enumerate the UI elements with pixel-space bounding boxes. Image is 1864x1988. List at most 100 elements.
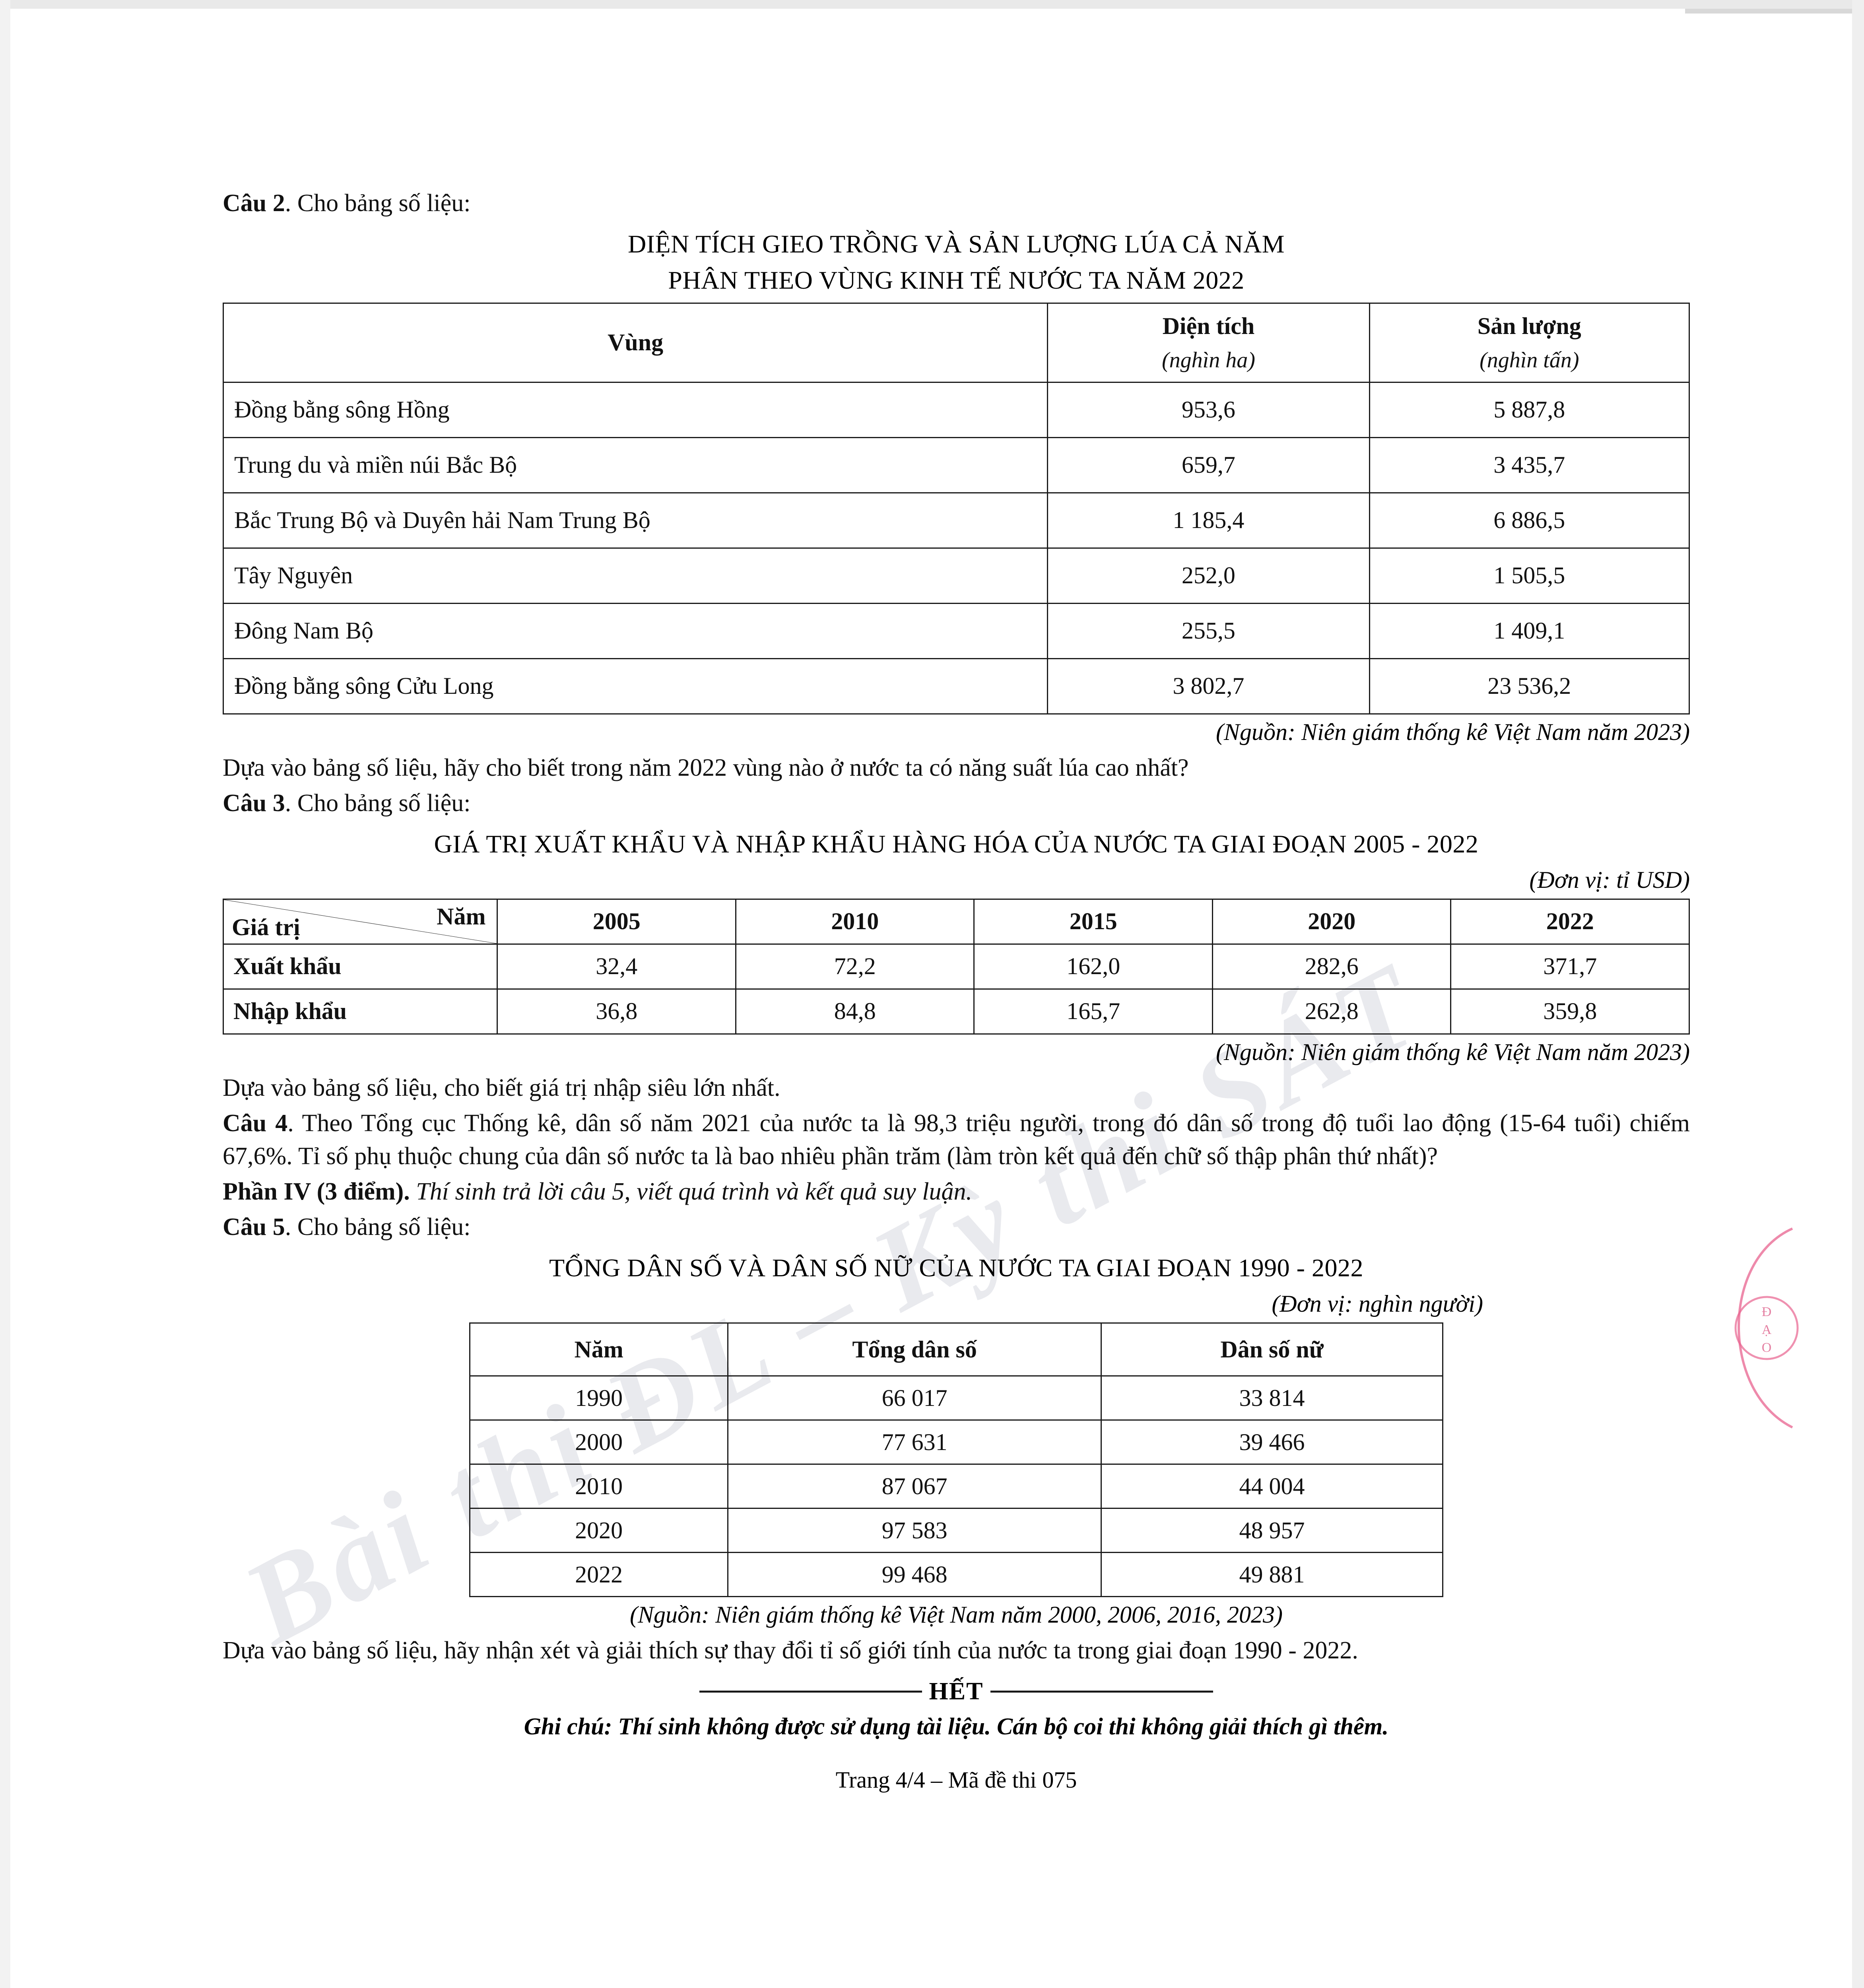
scan-edge-right — [1852, 0, 1864, 1988]
phan4-label: Phần IV (3 điểm). — [223, 1178, 410, 1206]
table-row: Trung du và miền núi Bắc Bộ 659,7 3 435,… — [222, 437, 1690, 493]
cell-total: 99 468 — [727, 1552, 1102, 1598]
cell-export-value: 72,2 — [735, 943, 975, 990]
svg-text:Ạ: Ạ — [1762, 1322, 1772, 1337]
table-row: Đông Nam Bộ 255,5 1 409,1 — [222, 602, 1690, 659]
cell-female: 39 466 — [1101, 1419, 1443, 1465]
phan4-heading: Phần IV (3 điểm). Thí sinh trả lời câu 5… — [223, 1175, 1690, 1208]
cell-female: 44 004 — [1101, 1464, 1443, 1509]
header-dien-tich-unit: (nghìn ha) — [1161, 348, 1255, 373]
cau3-heading: Câu 3. Cho bảng số liệu: — [223, 787, 1690, 820]
end-separator: HẾT — [223, 1677, 1690, 1706]
scan-edge-top — [0, 0, 1864, 9]
header-year: 2022 — [1450, 898, 1690, 945]
cell-year: 2020 — [469, 1508, 729, 1553]
table-row: Đồng bằng sông Cửu Long 3 802,7 23 536,2 — [222, 658, 1690, 714]
table-population: Năm Tổng dân số Dân số nữ 1990 66 017 33… — [469, 1322, 1443, 1598]
table-row: Xuất khẩu 32,4 72,2 162,0 282,6 371,7 — [222, 943, 1690, 990]
document-content: Câu 2. Cho bảng số liệu: DIỆN TÍCH GIEO … — [222, 187, 1690, 1816]
cell-area: 1 185,4 — [1047, 492, 1370, 549]
cell-export-value: 32,4 — [497, 943, 736, 990]
scan-corner-shadow — [1685, 9, 1852, 14]
cell-total: 77 631 — [727, 1419, 1102, 1465]
scan-edge-left — [0, 0, 10, 1988]
cell-output: 1 505,5 — [1369, 547, 1690, 604]
cell-region: Đồng bằng sông Hồng — [222, 381, 1048, 438]
cell-import-value: 36,8 — [497, 988, 736, 1035]
cau2-heading: Câu 2. Cho bảng số liệu: — [223, 187, 1690, 220]
table-row: 2000 77 631 39 466 — [469, 1419, 1443, 1465]
cell-export-value: 162,0 — [973, 943, 1213, 990]
rule-right — [990, 1691, 1214, 1693]
table-rice-2022: Vùng Diện tích (nghìn ha) Sản lượng (ngh… — [222, 302, 1690, 714]
header-dien-tich-label: Diện tích — [1162, 313, 1255, 339]
cell-region: Trung du và miền núi Bắc Bộ — [222, 437, 1048, 493]
cau4-label: Câu 4 — [223, 1109, 288, 1137]
header-female-population: Dân số nữ — [1101, 1322, 1443, 1377]
table-trade: Năm Giá trị 2005 2010 2015 2020 2022 Xuấ… — [222, 898, 1690, 1035]
cau2-source: (Nguồn: Niên giám thống kê Việt Nam năm … — [1215, 718, 1690, 745]
cell-output: 3 435,7 — [1369, 437, 1690, 493]
cau5-heading: Câu 5. Cho bảng số liệu: — [223, 1211, 1690, 1244]
header-vung: Vùng — [222, 302, 1048, 383]
cau2-title-line2: PHÂN THEO VÙNG KINH TẾ NƯỚC TA NĂM 2022 — [668, 266, 1245, 294]
cau2-title-line1: DIỆN TÍCH GIEO TRỒNG VÀ SẢN LƯỢNG LÚA CẢ… — [627, 230, 1285, 258]
cell-female: 33 814 — [1101, 1375, 1443, 1421]
table-row: Nhập khẩu 36,8 84,8 165,7 262,8 359,8 — [222, 988, 1690, 1035]
table-row: Tây Nguyên 252,0 1 505,5 — [222, 547, 1690, 604]
svg-text:Đ: Đ — [1762, 1305, 1772, 1319]
cell-area: 252,0 — [1047, 547, 1370, 604]
header-year: 2005 — [497, 898, 736, 945]
cau3-title-line: GIÁ TRỊ XUẤT KHẨU VÀ NHẬP KHẨU HÀNG HÓA … — [434, 829, 1479, 858]
end-marker: HẾT — [929, 1678, 984, 1705]
cell-area: 255,5 — [1047, 602, 1370, 659]
page-footer: Trang 4/4 – Mã đề thi 075 — [835, 1767, 1077, 1793]
table-header-row: Vùng Diện tích (nghìn ha) Sản lượng (ngh… — [222, 302, 1690, 383]
corner-diagonal-cell: Năm Giá trị — [222, 898, 498, 945]
cau3-table-title: GIÁ TRỊ XUẤT KHẨU VÀ NHẬP KHẨU HÀNG HÓA … — [223, 826, 1690, 862]
cell-region: Đồng bằng sông Cửu Long — [222, 658, 1048, 714]
header-san-luong: Sản lượng (nghìn tấn) — [1369, 302, 1690, 383]
cell-year: 2000 — [469, 1419, 729, 1465]
header-total-population: Tổng dân số — [727, 1322, 1102, 1377]
cau2-prompt: . Cho bảng số liệu: — [285, 190, 471, 217]
cau3-label: Câu 3 — [223, 789, 285, 817]
phan4-text: Thí sinh trả lời câu 5, viết quá trình v… — [416, 1178, 972, 1206]
cau5-unit: (Đơn vị: nghìn người) — [1272, 1291, 1483, 1317]
cell-import-value: 359,8 — [1450, 988, 1690, 1035]
cell-total: 66 017 — [727, 1375, 1102, 1421]
row-label-export: Xuất khẩu — [222, 943, 498, 990]
cell-export-value: 371,7 — [1450, 943, 1690, 990]
cau2-label: Câu 2 — [223, 190, 285, 217]
cell-area: 659,7 — [1047, 437, 1370, 493]
cell-import-value: 84,8 — [735, 988, 975, 1035]
cau4-text: . Theo Tổng cục Thống kê, dân số năm 202… — [223, 1109, 1690, 1170]
footer-note: Ghi chú: Thí sinh không được sử dụng tài… — [223, 1713, 1690, 1740]
footer-note-body: Thí sinh không được sử dụng tài liệu. Cá… — [618, 1713, 1389, 1740]
cell-import-value: 262,8 — [1212, 988, 1452, 1035]
cau2-table-title: DIỆN TÍCH GIEO TRỒNG VÀ SẢN LƯỢNG LÚA CẢ… — [223, 226, 1690, 299]
cau3-unit: (Đơn vị: tỉ USD) — [1529, 866, 1690, 893]
cell-female: 48 957 — [1101, 1508, 1443, 1553]
header-dien-tich: Diện tích (nghìn ha) — [1047, 302, 1370, 383]
corner-label-gia-tri: Giá trị — [232, 914, 300, 940]
table-row: 2020 97 583 48 957 — [469, 1508, 1443, 1553]
table-row: 2010 87 067 44 004 — [469, 1464, 1443, 1509]
header-year: 2010 — [735, 898, 975, 945]
diagonal-line-icon — [224, 900, 497, 944]
cau5-table-title: TỔNG DÂN SỐ VÀ DÂN SỐ NỮ CỦA NƯỚC TA GIA… — [223, 1250, 1690, 1286]
header-year: 2015 — [973, 898, 1213, 945]
cau2-question: Dựa vào bảng số liệu, hãy cho biết trong… — [223, 754, 1189, 781]
cau5-source: (Nguồn: Niên giám thống kê Việt Nam năm … — [629, 1602, 1283, 1628]
cau3-question: Dựa vào bảng số liệu, cho biết giá trị n… — [223, 1074, 781, 1101]
table-row: Đồng bằng sông Hồng 953,6 5 887,8 — [222, 381, 1690, 438]
cau4-block: Câu 4. Theo Tổng cục Thống kê, dân số nă… — [223, 1107, 1690, 1173]
cau5-title-line: TỔNG DÂN SỐ VÀ DÂN SỐ NỮ CỦA NƯỚC TA GIA… — [549, 1254, 1363, 1282]
cau5-question: Dựa vào bảng số liệu, hãy nhận xét và gi… — [223, 1637, 1358, 1664]
cell-export-value: 282,6 — [1212, 943, 1452, 990]
cell-total: 87 067 — [727, 1464, 1102, 1509]
header-san-luong-unit: (nghìn tấn) — [1480, 348, 1579, 373]
cell-female: 49 881 — [1101, 1552, 1443, 1598]
cell-area: 3 802,7 — [1047, 658, 1370, 714]
